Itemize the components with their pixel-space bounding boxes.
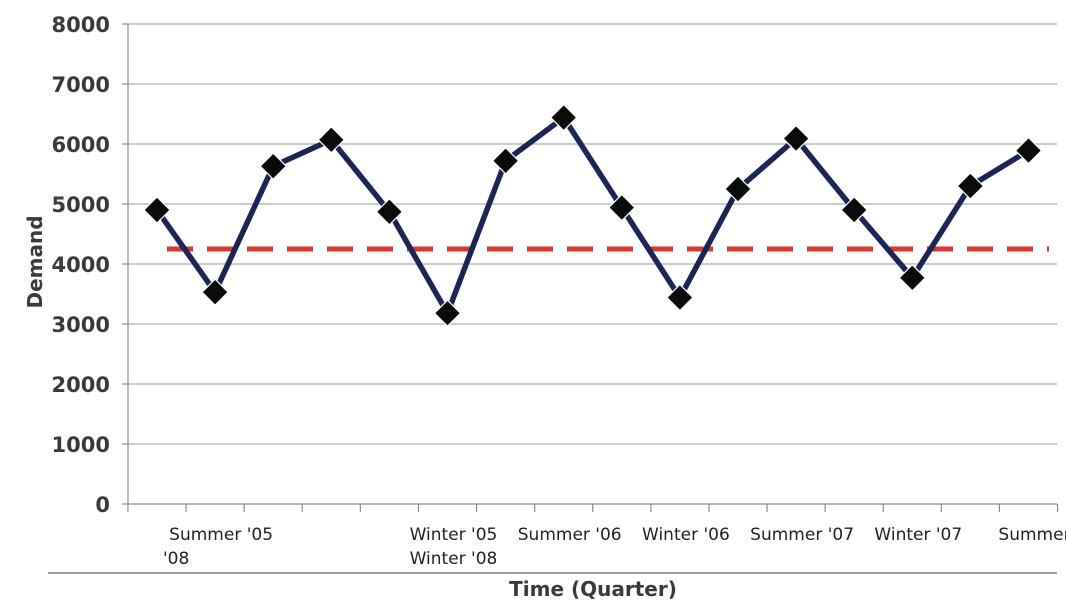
y-tick-label: 4000 [52,253,110,277]
gridlines [128,23,1057,445]
data-point [724,175,752,203]
data-point [782,124,810,153]
data-point [491,146,520,175]
x-tick-label: Winter '07 [874,525,962,545]
x-tick-label: Summer '05 [169,525,273,545]
x-tick-label: Winter '08 [410,549,498,569]
x-tick-label: '08 [163,549,189,569]
x-tick-label: Winter '06 [642,525,730,545]
y-tick-label: 7000 [52,73,110,97]
data-point [201,278,229,307]
x-tick-label: Summer [998,525,1066,545]
data-point [433,299,462,328]
data-point [549,103,578,132]
y-tick-label: 2000 [52,373,110,397]
x-axis-title: Time (Quarter) [509,577,677,601]
data-point [956,172,985,200]
data-point [840,196,869,224]
x-tick-label: Summer '06 [518,525,622,545]
data-point [375,197,404,226]
demand-series [143,103,1043,328]
data-point [607,193,636,222]
y-axis-title: Demand [23,215,47,308]
axes [48,23,1059,574]
y-tick-labels: 0 1000 2000 3000 4000 5000 6000 7000 8000 [52,13,110,517]
y-tick-label: 6000 [52,133,110,157]
series-line [154,114,1030,316]
y-tick-label: 1000 [52,433,110,457]
y-tick-label: 3000 [52,313,110,337]
data-point [898,263,927,292]
y-tick-label: 8000 [52,13,110,37]
data-point [666,283,694,312]
data-point [259,152,288,181]
x-tick-label: Summer '07 [750,525,854,545]
data-point [317,125,346,154]
y-tick-label: 5000 [52,193,110,217]
x-tick-labels: Summer '05 '08 Winter '05 Winter '08 Summer … [163,525,1066,569]
y-tick-label: 0 [95,493,110,517]
x-tick-label: Winter '05 [410,525,498,545]
data-point [1014,136,1043,165]
data-point [143,196,171,224]
